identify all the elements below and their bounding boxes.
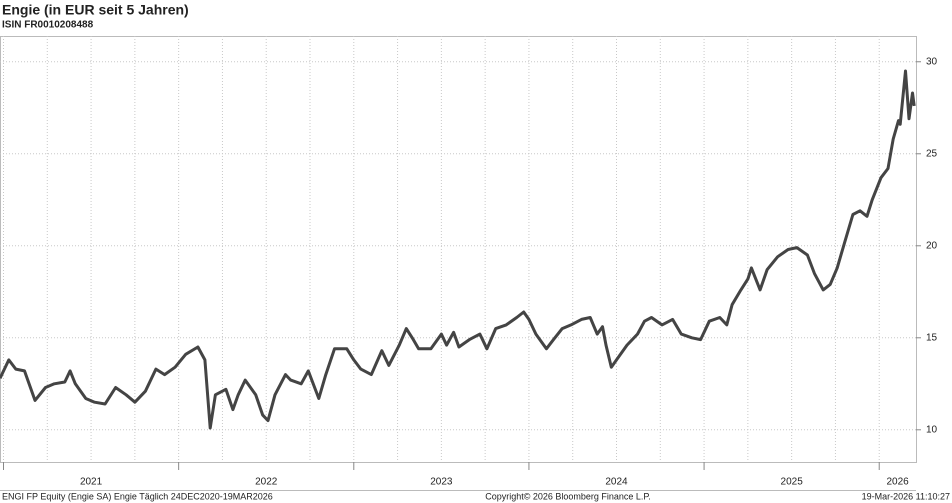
plot-frame <box>0 36 917 463</box>
x-tick-label: 2026 <box>886 477 909 488</box>
price-line <box>0 69 916 430</box>
footer-left: ENGI FP Equity (Engie SA) Engie Täglich … <box>2 491 273 501</box>
y-tick-label: 20 <box>926 240 938 251</box>
chart-title: Engie (in EUR seit 5 Jahren) <box>2 2 189 18</box>
x-tick-label: 2022 <box>255 477 278 488</box>
y-tick-label: 30 <box>926 56 938 67</box>
chart-subtitle: ISIN FR0010208488 <box>2 20 94 31</box>
footer-right: 19-Mar-2026 11:10:27 <box>862 491 950 501</box>
y-tick-label: 25 <box>926 148 938 159</box>
y-tick-label: 10 <box>926 424 938 435</box>
x-tick-label: 2024 <box>605 477 628 488</box>
y-tick-label: 15 <box>926 332 938 343</box>
footer-center: Copyright© 2026 Bloomberg Finance L.P. <box>485 491 651 501</box>
x-tick-label: 2025 <box>781 477 804 488</box>
x-tick-label: 2023 <box>430 477 453 488</box>
x-tick-label: 2021 <box>80 477 103 488</box>
